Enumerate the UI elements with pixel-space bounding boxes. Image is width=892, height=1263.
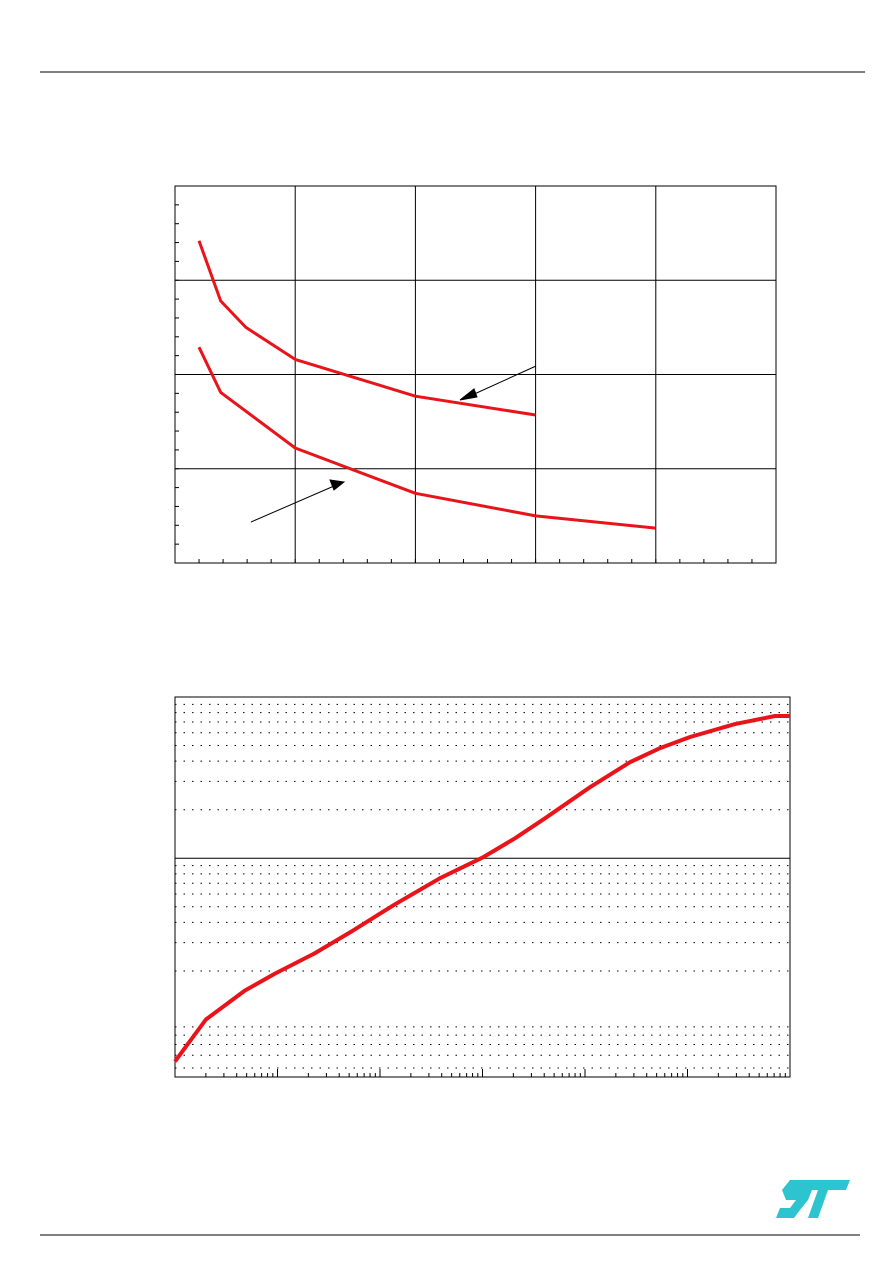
plot-frame <box>174 185 777 564</box>
annotation-arrows <box>250 365 537 523</box>
arrow-head <box>459 388 478 401</box>
st-logo-shape <box>776 1180 850 1218</box>
series-line <box>173 714 790 1063</box>
arrow-line <box>250 485 335 523</box>
st-logo <box>776 1180 850 1218</box>
chart <box>174 185 777 564</box>
arrow-line <box>469 365 537 397</box>
arrow-head <box>329 479 346 491</box>
plot-frame <box>174 696 791 1078</box>
chart <box>173 696 791 1078</box>
series-line <box>197 240 536 417</box>
series-line <box>197 346 656 530</box>
